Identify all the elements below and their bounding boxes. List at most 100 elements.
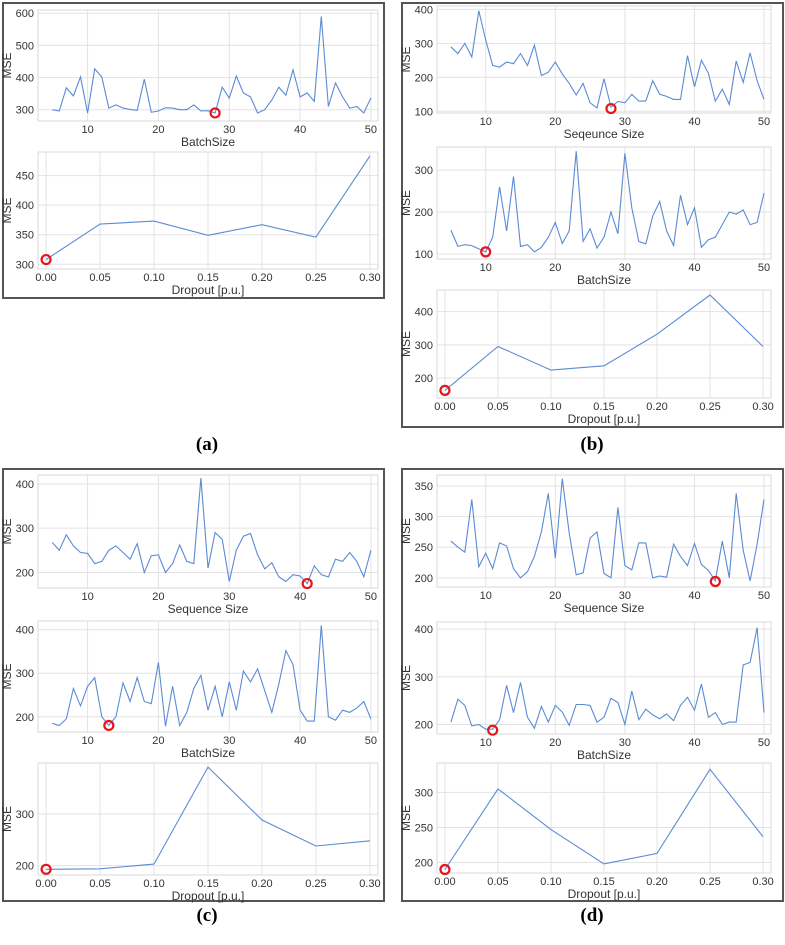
plot-area-frame <box>37 762 379 876</box>
x-tick-label: 50 <box>365 124 377 136</box>
plot-area-frame <box>436 289 772 399</box>
x-axis-label: Dropout [p.u.] <box>568 887 641 901</box>
x-tick-label: 0.00 <box>35 878 56 890</box>
y-tick-label: 250 <box>415 822 433 834</box>
x-tick-label: 40 <box>688 590 700 602</box>
chart-a1-batchsize: 10 20 30 40 50 300 400 500 600 BatchSize MSE <box>0 8 379 149</box>
x-tick-label: 40 <box>294 591 306 603</box>
y-tick-label: 300 <box>415 340 433 352</box>
x-axis-label: Seqeunce Size <box>564 127 645 141</box>
x-tick-label: 0.10 <box>540 876 561 888</box>
x-tick-label: 40 <box>294 735 306 747</box>
best-point-marker <box>40 863 52 875</box>
y-tick-label: 400 <box>415 307 433 319</box>
plot-area-frame <box>436 5 772 114</box>
x-tick-label: 0.05 <box>89 272 110 284</box>
x-tick-label: 0.30 <box>359 878 380 890</box>
x-axis-label: Dropout [p.u.] <box>172 889 245 903</box>
x-axis-label: Sequence Size <box>564 601 645 615</box>
y-tick-label: 400 <box>16 200 34 212</box>
y-tick-label: 300 <box>16 809 34 821</box>
y-axis-label: MSE <box>0 806 14 832</box>
caption-a: (a) <box>195 434 219 455</box>
caption-c: (c) <box>196 905 218 926</box>
chart-b3-dropout: 0.00 0.05 0.10 0.15 0.20 0.25 0.30 200 300 400 Dro… <box>399 289 774 426</box>
y-tick-label: 300 <box>16 668 34 680</box>
y-tick-label: 350 <box>415 481 433 493</box>
mse-series-line <box>450 627 765 730</box>
best-point-marker <box>487 724 499 736</box>
x-tick-label: 0.10 <box>143 272 164 284</box>
y-axis-label: MSE <box>399 805 413 831</box>
x-tick-label: 30 <box>223 124 235 136</box>
x-tick-label: 10 <box>81 735 93 747</box>
mse-series-line <box>450 10 765 109</box>
x-tick-label: 20 <box>549 262 561 274</box>
x-tick-label: 0.20 <box>646 401 667 413</box>
x-tick-label: 10 <box>480 590 492 602</box>
x-tick-label: 0.05 <box>487 876 508 888</box>
y-tick-label: 300 <box>415 38 433 50</box>
x-tick-label: 0.30 <box>359 272 380 284</box>
y-tick-label: 400 <box>16 73 34 85</box>
x-tick-label: 50 <box>758 262 770 274</box>
x-tick-label: 30 <box>619 262 631 274</box>
x-tick-label: 0.00 <box>434 876 455 888</box>
x-tick-label: 20 <box>152 591 164 603</box>
chart-d2-batchsize: 10 20 30 40 50 200 300 400 BatchSize MSE <box>399 621 772 762</box>
x-tick-label: 0.00 <box>35 272 56 284</box>
y-tick-label: 250 <box>415 542 433 554</box>
chart-a2-dropout: 0.00 0.05 0.10 0.15 0.20 0.25 0.30 300 350 400 450… <box>0 151 381 297</box>
y-axis-label: MSE <box>399 190 413 216</box>
x-tick-label: 0.25 <box>699 876 720 888</box>
y-axis-label: MSE <box>0 52 14 78</box>
y-tick-label: 300 <box>415 512 433 524</box>
y-tick-label: 300 <box>415 165 433 177</box>
mse-series-line <box>52 16 372 114</box>
x-tick-label: 0.05 <box>89 878 110 890</box>
x-tick-label: 0.00 <box>434 401 455 413</box>
x-tick-label: 50 <box>365 735 377 747</box>
best-point-marker <box>103 719 115 732</box>
x-tick-label: 0.05 <box>487 401 508 413</box>
plot-area-frame <box>436 762 772 874</box>
y-tick-label: 200 <box>415 857 433 869</box>
y-tick-label: 200 <box>415 373 433 385</box>
plot-area-frame <box>37 9 379 122</box>
x-tick-label: 40 <box>688 737 700 749</box>
mse-series-line <box>444 768 764 870</box>
y-tick-label: 400 <box>415 4 433 16</box>
mse-series-line <box>52 625 372 728</box>
chart-d1-sequence-size: 10 20 30 40 50 200 250 300 350 Sequence Size MSE <box>399 474 772 615</box>
chart-c2-batchsize: 10 20 30 40 50 200 300 400 BatchSize MSE <box>0 620 379 760</box>
y-tick-label: 300 <box>415 787 433 799</box>
x-tick-label: 0.10 <box>143 878 164 890</box>
mse-series-line <box>45 155 371 260</box>
x-tick-label: 50 <box>758 590 770 602</box>
x-tick-label: 10 <box>81 124 93 136</box>
x-tick-label: 10 <box>81 591 93 603</box>
x-tick-label: 0.20 <box>251 272 272 284</box>
x-axis-label: Sequence Size <box>168 602 249 616</box>
x-tick-label: 40 <box>294 124 306 136</box>
x-tick-label: 50 <box>758 737 770 749</box>
x-tick-label: 0.10 <box>540 401 561 413</box>
y-axis-label: MSE <box>399 331 413 357</box>
x-tick-label: 30 <box>223 591 235 603</box>
y-tick-label: 200 <box>415 207 433 219</box>
y-axis-label: MSE <box>399 46 413 72</box>
x-tick-label: 20 <box>152 124 164 136</box>
x-tick-label: 10 <box>480 262 492 274</box>
x-tick-label: 30 <box>619 590 631 602</box>
y-axis-label: MSE <box>399 518 413 544</box>
y-axis-label: MSE <box>0 518 14 544</box>
best-point-marker <box>480 246 492 258</box>
x-tick-label: 0.15 <box>197 272 218 284</box>
x-axis-label: BatchSize <box>181 135 235 149</box>
y-tick-label: 100 <box>415 106 433 118</box>
y-tick-label: 400 <box>415 624 433 636</box>
y-tick-label: 300 <box>16 259 34 271</box>
mse-series-line <box>450 151 765 253</box>
x-tick-label: 50 <box>758 116 770 128</box>
x-tick-label: 0.15 <box>593 401 614 413</box>
